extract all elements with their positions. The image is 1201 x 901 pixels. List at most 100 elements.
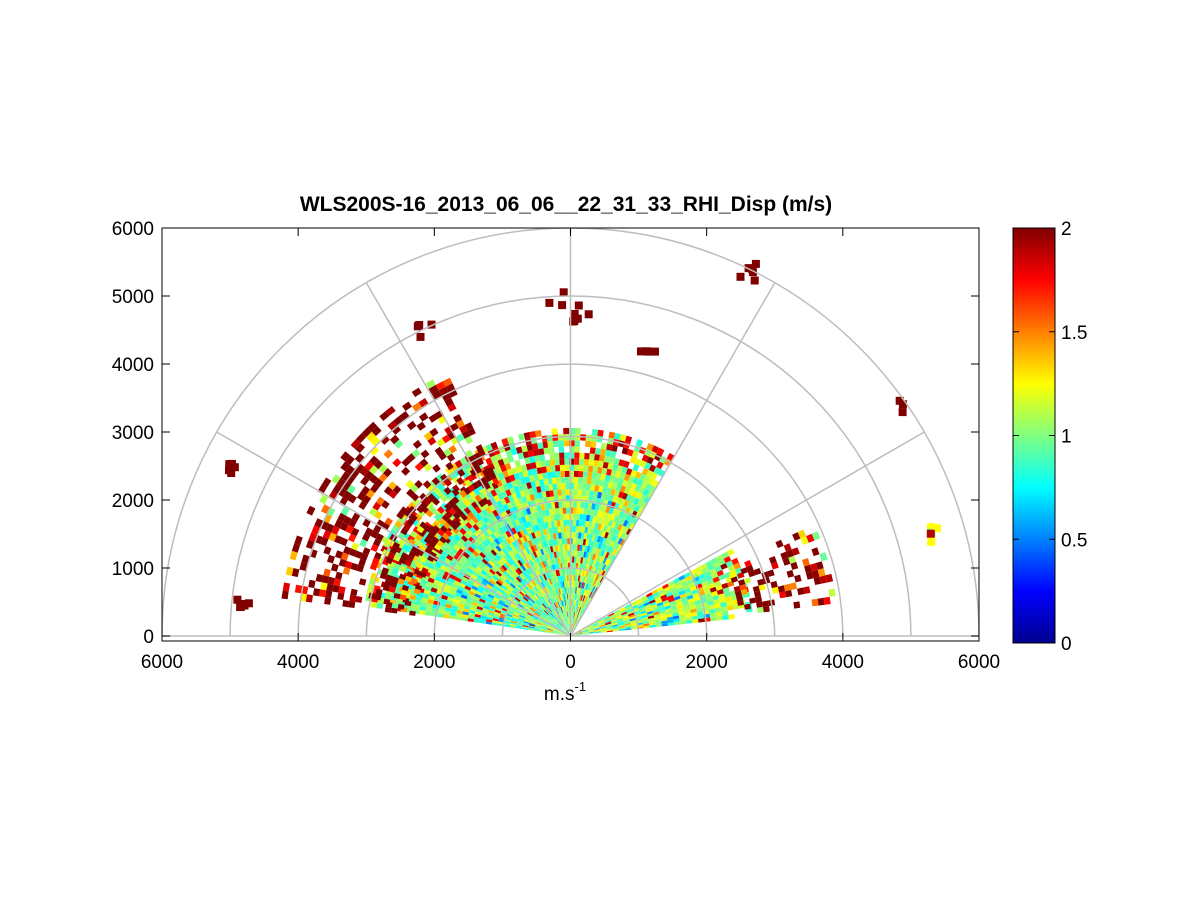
radar-cell — [690, 611, 698, 617]
radar-cell — [573, 605, 576, 612]
radar-cell — [389, 546, 398, 555]
radar-cell — [793, 601, 801, 609]
radar-cell — [423, 589, 431, 595]
radar-cell — [509, 542, 515, 550]
radar-cell — [699, 563, 708, 570]
radar-cell — [465, 539, 473, 547]
radar-cell — [559, 452, 565, 459]
radar-cell — [459, 567, 467, 574]
radar-cell — [419, 571, 427, 578]
radar-cell — [492, 564, 500, 571]
radar-cell — [576, 612, 579, 619]
radar-cell — [573, 611, 576, 618]
radar-cell — [578, 550, 582, 558]
radar-cell — [625, 607, 633, 612]
radar-cell — [490, 558, 497, 565]
radar-cell — [614, 522, 620, 530]
radar-cell — [540, 628, 547, 631]
radar-cell — [534, 511, 540, 519]
radar-cell — [608, 494, 614, 502]
radar-cell — [584, 545, 588, 552]
radar-cell — [488, 591, 496, 597]
radar-cell — [534, 628, 541, 631]
radar-cell — [533, 474, 539, 481]
radar-cell — [606, 513, 612, 521]
radar-cell — [668, 597, 675, 603]
radar-cell — [521, 597, 528, 603]
radar-cell — [545, 600, 550, 607]
radar-cell — [414, 462, 424, 472]
radar-cell — [539, 555, 544, 562]
radar-cell — [420, 579, 428, 586]
radar-cell — [585, 440, 591, 448]
radar-cell — [534, 524, 540, 532]
radar-cell — [577, 606, 580, 613]
radar-cell — [557, 489, 562, 496]
radar-cell — [558, 588, 561, 595]
radar-cell — [652, 591, 660, 597]
radar-cell — [446, 518, 454, 526]
radar-cell — [299, 562, 308, 571]
radar-cell — [541, 612, 548, 617]
radar-cell — [533, 492, 539, 500]
radar-cell — [509, 557, 516, 565]
radar-cell — [566, 618, 569, 625]
radar-cell — [479, 526, 487, 534]
radar-cell — [561, 581, 564, 588]
radar-cell — [675, 601, 683, 607]
radar-cell — [543, 541, 548, 548]
y-tick-label: 1000 — [112, 559, 154, 580]
radar-cell — [580, 601, 584, 608]
radar-cell — [555, 551, 560, 558]
radar-cell — [571, 623, 573, 630]
radar-cell — [467, 484, 476, 493]
radar-cell — [542, 573, 547, 581]
radar-cell — [568, 623, 570, 630]
radar-cell — [294, 535, 303, 546]
radar-cell — [585, 489, 590, 497]
radar-cell — [797, 529, 807, 539]
radar-cell — [477, 545, 484, 552]
radar-cell — [567, 624, 569, 631]
radar-cell — [567, 556, 570, 563]
radar-cell — [537, 442, 544, 449]
radar-cell — [723, 571, 732, 579]
radar-cell — [504, 619, 512, 623]
radar-cell — [566, 611, 568, 618]
radar-cell — [545, 579, 550, 586]
radar-cell — [612, 495, 618, 503]
radar-cell — [540, 548, 545, 556]
radar-cell — [463, 605, 471, 610]
radar-cell — [635, 492, 643, 500]
radar-cell — [513, 612, 520, 617]
radar-cell — [424, 548, 432, 556]
radar-cell — [410, 546, 419, 554]
radar-cell — [786, 569, 795, 578]
radar-cell — [558, 633, 565, 636]
radar-cell — [619, 472, 626, 480]
radar-cell — [617, 523, 623, 531]
radar-cell — [752, 585, 760, 593]
radar-cell — [609, 554, 615, 561]
radar-cell — [509, 606, 516, 611]
radar-cell — [502, 483, 510, 491]
radar-cell — [620, 609, 627, 614]
radar-cell — [527, 513, 533, 521]
radar-cell — [556, 557, 560, 564]
radar-cell — [560, 477, 566, 484]
radar-cell — [535, 610, 542, 615]
radar-cell — [419, 458, 429, 468]
radar-cell — [412, 538, 421, 546]
radar-patch-cell — [573, 314, 582, 323]
radar-cell — [589, 453, 595, 461]
radar-cell — [334, 519, 343, 529]
radar-cell — [541, 588, 546, 595]
radar-cell — [720, 563, 728, 570]
radar-cell — [564, 618, 567, 625]
radar-cell — [492, 477, 500, 486]
radar-cell — [730, 576, 738, 583]
radar-cell — [402, 401, 412, 411]
radar-cell — [478, 572, 486, 579]
radar-cell — [583, 589, 587, 596]
